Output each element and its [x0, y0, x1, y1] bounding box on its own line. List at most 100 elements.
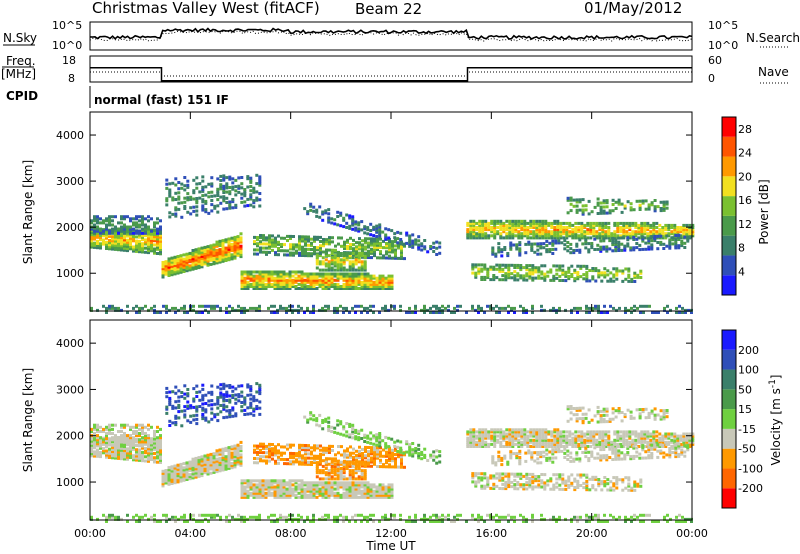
- power-cell: [298, 241, 301, 245]
- power-cell: [550, 226, 554, 229]
- power-cell: [176, 265, 180, 269]
- power-cell: [633, 304, 636, 308]
- power-cell: [141, 223, 144, 227]
- power-cell: [354, 220, 358, 224]
- power-cell: [249, 193, 253, 197]
- velocity-cell: [150, 451, 153, 455]
- power-cell: [630, 306, 633, 310]
- velocity-cell: [96, 427, 99, 431]
- velocity-cell: [337, 445, 340, 448]
- velocity-cell: [176, 467, 180, 471]
- power-cell: [582, 264, 586, 268]
- power-cell: [370, 251, 373, 255]
- velocity-cell: [114, 423, 117, 427]
- power-cell: [233, 246, 237, 250]
- velocity-cell: [417, 452, 421, 456]
- power-cell: [333, 262, 337, 266]
- power-cell: [605, 211, 609, 215]
- velocity-cell: [253, 444, 256, 448]
- power-cell: [313, 246, 316, 249]
- power-cell: [150, 236, 153, 240]
- power-cell: [405, 231, 409, 235]
- power-cell: [321, 268, 325, 272]
- power-cell: [114, 243, 117, 247]
- power-cell: [606, 269, 610, 273]
- power-cell: [249, 276, 253, 280]
- velocity-cell: [466, 438, 470, 442]
- power-cell: [252, 205, 256, 209]
- velocity-cell: [201, 417, 205, 421]
- power-cell: [120, 244, 123, 248]
- power-cell: [342, 272, 346, 276]
- colorbar-swatch: [722, 176, 736, 197]
- power-cell: [173, 270, 177, 274]
- power-ylabel: Slant Range [km]: [21, 160, 35, 264]
- power-cell: [613, 223, 617, 227]
- power-cell: [668, 246, 672, 250]
- power-cell: [105, 306, 108, 310]
- power-cell: [659, 234, 663, 238]
- velocity-cell: [183, 413, 187, 417]
- velocity-cell: [324, 491, 328, 495]
- velocity-cell: [273, 489, 277, 493]
- power-cell: [209, 248, 213, 252]
- velocity-cell: [267, 483, 271, 487]
- velocity-cell: [249, 389, 253, 393]
- power-cell: [625, 230, 629, 234]
- power-cell: [141, 231, 144, 235]
- power-cell: [483, 275, 487, 279]
- power-cell: [472, 221, 476, 225]
- power-cell: [345, 306, 348, 310]
- velocity-cell: [258, 392, 262, 396]
- velocity-cell: [240, 489, 244, 493]
- power-cell: [532, 219, 536, 223]
- velocity-cell: [144, 449, 147, 453]
- velocity-cell: [363, 477, 367, 481]
- velocity-cell: [316, 444, 319, 448]
- velocity-cell: [339, 483, 343, 487]
- power-cell: [680, 239, 684, 243]
- velocity-cell: [255, 483, 259, 487]
- power-cell: [262, 250, 265, 254]
- power-cell: [516, 263, 520, 267]
- power-cell: [566, 241, 570, 244]
- velocity-cell: [171, 421, 175, 425]
- power-cell: [678, 304, 681, 308]
- velocity-cell: [309, 493, 313, 497]
- power-cell: [369, 278, 373, 282]
- power-cell: [150, 232, 153, 236]
- velocity-cell: [165, 391, 169, 395]
- velocity-cell: [176, 476, 180, 480]
- power-cell: [357, 256, 361, 260]
- velocity-cell: [180, 424, 184, 428]
- power-cell: [616, 226, 620, 229]
- power-cell: [188, 266, 192, 270]
- velocity-cell: [147, 434, 150, 438]
- power-cell: [559, 228, 563, 232]
- velocity-cell: [294, 493, 298, 497]
- velocity-cell: [271, 443, 274, 446]
- velocity-cell: [167, 474, 171, 478]
- velocity-cell: [227, 450, 231, 454]
- power-cell: [513, 276, 517, 280]
- power-cell: [306, 276, 310, 280]
- velocity-cell: [270, 487, 274, 491]
- velocity-cell: [224, 461, 228, 465]
- velocity-cell: [135, 438, 138, 442]
- power-cell: [364, 239, 367, 243]
- power-cell: [212, 251, 216, 255]
- power-cell: [628, 236, 632, 240]
- power-cell: [501, 263, 505, 267]
- power-cell: [261, 274, 265, 278]
- power-cell: [236, 235, 240, 239]
- power-cell: [598, 223, 602, 227]
- power-cell: [276, 274, 280, 278]
- velocity-cell: [372, 491, 376, 495]
- velocity-cell: [387, 445, 391, 449]
- velocity-cell: [372, 483, 376, 487]
- velocity-cell: [405, 442, 409, 446]
- power-cell: [354, 276, 358, 280]
- power-cell: [222, 174, 226, 178]
- power-cell: [441, 304, 444, 308]
- power-cell: [174, 208, 178, 212]
